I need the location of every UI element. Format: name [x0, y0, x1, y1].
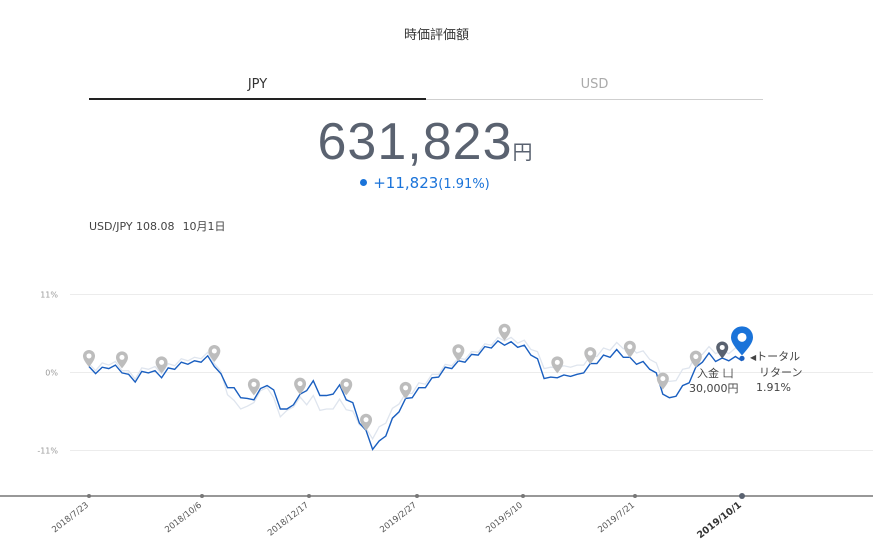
- event-pin-icon: [247, 378, 260, 396]
- x-tick-dot: [633, 494, 637, 498]
- x-tick-dot: [200, 494, 204, 498]
- end-point-dot: [739, 355, 745, 361]
- x-tick-label: 2018/7/23: [50, 500, 91, 535]
- amount-unit: 円: [512, 140, 533, 164]
- fx-date: 10月1日: [182, 220, 226, 233]
- chart-grid: [70, 294, 873, 451]
- fx-pair-rate: USD/JPY 108.08: [89, 220, 175, 233]
- event-pin-icon: [340, 378, 353, 396]
- change-value: +11,823: [373, 174, 439, 192]
- deposit-annotation: 入金 凵 30,000円: [689, 366, 739, 396]
- deposit-amount: 30,000円: [689, 382, 739, 395]
- y-tick-label: 0%: [45, 369, 58, 378]
- event-pin-icon: [208, 344, 221, 362]
- x-tick-label: 2019/10/1: [695, 500, 744, 541]
- total-label-2: リターン: [759, 366, 803, 379]
- amount-value: 631,823: [317, 113, 513, 171]
- x-tick-label: 2018/10/6: [163, 500, 204, 535]
- currency-tabs: JPY USD: [89, 75, 763, 100]
- deposit-icon: 凵: [722, 367, 734, 380]
- event-pin-icon: [623, 340, 636, 358]
- x-tick-dot: [739, 493, 745, 499]
- x-tick-dot: [521, 494, 525, 498]
- x-tick-label: 2019/5/10: [484, 500, 525, 535]
- event-pin-icon: [452, 344, 465, 362]
- event-pin-icon: [83, 349, 95, 367]
- event-pin-icon: [584, 347, 597, 365]
- event-pins: [83, 323, 753, 431]
- fx-rate: USD/JPY 108.08 10月1日: [89, 218, 226, 234]
- deposit-label: 入金: [697, 367, 719, 380]
- y-tick-label: -11%: [37, 447, 58, 456]
- x-tick-label: 2019/2/27: [378, 500, 419, 535]
- x-tick-dot: [87, 494, 91, 498]
- change-dot-icon: [360, 179, 368, 186]
- tab-jpy[interactable]: JPY: [89, 75, 426, 100]
- total-percent: 1.91%: [756, 381, 791, 394]
- total-return-annotation: ◀トータル リターン 1.91%: [750, 349, 802, 395]
- event-pin-icon: [294, 377, 307, 395]
- y-tick-label: 11%: [40, 291, 58, 300]
- total-label-1: トータル: [756, 350, 801, 363]
- event-pin-icon: [656, 372, 669, 390]
- event-pin-icon: [689, 350, 702, 368]
- deposit-pin-icon: [716, 341, 729, 359]
- x-tick-label: 2018/12/17: [266, 500, 311, 538]
- event-pin-icon: [155, 356, 168, 374]
- valuation-amount: 631,823円: [0, 112, 850, 172]
- current-location-pin-icon: [731, 326, 753, 361]
- benchmark-line: [88, 336, 743, 441]
- event-pin-icon: [360, 413, 373, 431]
- change-percent: (1.91%): [438, 177, 490, 192]
- event-pin-icon: [399, 381, 412, 399]
- x-tick-dot: [307, 494, 311, 498]
- event-pin-icon: [498, 323, 511, 341]
- event-pin-icon: [551, 356, 564, 374]
- y-axis-labels: 11% 0% -11%: [37, 291, 58, 456]
- x-tick-label: 2019/7/21: [596, 500, 637, 535]
- tab-usd[interactable]: USD: [580, 77, 609, 92]
- caret-left-icon: ◀: [750, 353, 757, 362]
- valuation-change: +11,823(1.91%): [0, 174, 850, 192]
- portfolio-line: [88, 339, 743, 451]
- x-axis-ticks: 2018/7/23 2018/10/6 2018/12/17 2019/2/27 201…: [50, 493, 745, 541]
- page-title: 時価評価額: [403, 28, 469, 43]
- x-tick-dot: [415, 494, 419, 498]
- event-pin-icon: [115, 351, 128, 369]
